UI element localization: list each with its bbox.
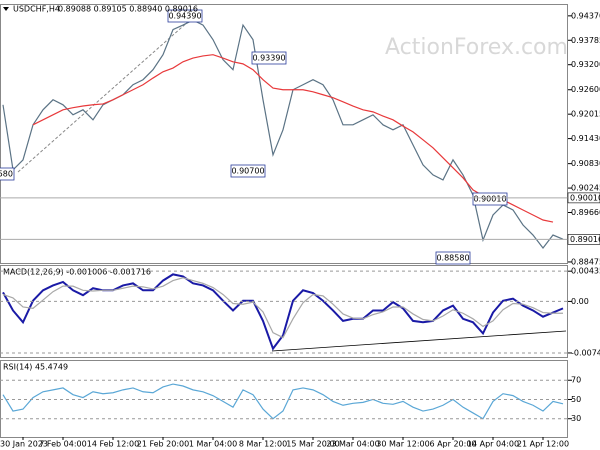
x-tick-label: 21 Apr 12:00: [517, 440, 569, 449]
x-tick-label: 23 Mar 04:00: [326, 440, 379, 449]
annotation-box: [0, 167, 15, 181]
annotation: 0.94390: [168, 12, 201, 21]
annotation: 0.90010: [473, 195, 506, 204]
plot-area: 0.94390 0.93390 0.90700 0.90010 0.88580 0.885…: [0, 9, 564, 420]
annotation-box: [167, 9, 203, 23]
x-tick-label: 30 Jan 2023: [0, 440, 48, 449]
macd-trend-line: [271, 330, 567, 352]
x-tick-label: 14 Feb 12:00: [87, 440, 139, 449]
panel-title: MACD(12,26,9) -0.001006 -0.001716: [3, 268, 151, 277]
y-tick-label: 0.92015: [571, 110, 600, 119]
x-tick-label: 6 Apr 20:00: [429, 440, 476, 449]
y-tick-label: 0.004354: [571, 267, 600, 276]
annotation: 0.88580: [0, 170, 13, 179]
x-tick-label: 14 Apr 04:00: [467, 440, 519, 449]
annotation: 0.88580: [436, 254, 469, 263]
y-tick-label: 0.00: [571, 297, 589, 306]
x-tick-label: 30 Mar 12:00: [376, 440, 429, 449]
series-line: [32, 54, 554, 223]
level-label: 0.90010: [570, 193, 600, 202]
annotation-box: [472, 192, 508, 206]
panel-subtitle: 0.89088 0.89105 0.88940 0.89016: [58, 5, 198, 14]
y-tick-label: 0.88475: [571, 257, 600, 266]
x-tick-label: 21 Feb 20:00: [137, 440, 189, 449]
x-tick-label: 8 Mar 12:00: [239, 440, 287, 449]
x-tick-label: 7 Feb 04:00: [39, 440, 86, 449]
level-label-box: [567, 192, 600, 204]
annotation-box: [435, 251, 471, 265]
x-tick-label: 1 Mar 04:00: [189, 440, 237, 449]
annotation: 0.90700: [231, 167, 264, 176]
y-tick-label: 0.93785: [571, 36, 600, 45]
annotation-box: [251, 51, 287, 65]
panel-title: USDCHF,H4: [13, 5, 60, 14]
annotation-box: [230, 164, 266, 178]
y-tick-label: -0.007417: [571, 348, 600, 357]
panel-title: RSI(14) 45.4749: [3, 363, 68, 372]
y-tick-label: 50: [571, 395, 581, 404]
symbol-marker: [3, 7, 9, 11]
series-line: [2, 277, 563, 339]
trend-line: [17, 19, 191, 173]
macd-panel-border: [0, 265, 568, 358]
series-line: [2, 19, 564, 249]
level-label: 0.89016: [570, 235, 600, 244]
y-tick-label: 30: [571, 414, 581, 423]
y-tick-label: 0.90245: [571, 184, 600, 193]
price-panel-border: [0, 4, 568, 264]
level-label-box: [567, 234, 600, 245]
series-line: [2, 383, 564, 420]
series-line: [2, 273, 564, 351]
y-tick-label: 70: [571, 376, 581, 385]
watermark: ActionForex.com: [385, 35, 568, 60]
x-tick-label: 15 Mar 20:00: [286, 440, 339, 449]
annotation: 0.93390: [252, 54, 285, 63]
